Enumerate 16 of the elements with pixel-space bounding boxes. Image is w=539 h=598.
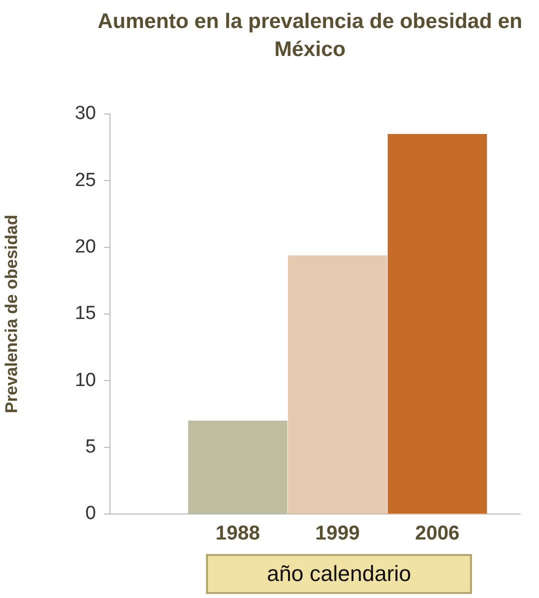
chart-title: Aumento en la prevalencia de obesidad en México	[96, 9, 524, 63]
x-tick-label: 1988	[216, 522, 260, 545]
y-tick-label: 30	[74, 103, 96, 124]
y-tick-label: 10	[74, 370, 96, 391]
y-axis-title: Prevalencia de obesidad	[2, 214, 21, 414]
x-tick-label: 2006	[415, 522, 460, 545]
x-tick-label: 1999	[315, 522, 360, 545]
y-tick-label: 0	[85, 503, 96, 524]
y-tick-label: 20	[74, 236, 96, 258]
y-tick-label: 5	[85, 436, 96, 458]
bar	[188, 420, 288, 514]
bar	[388, 134, 487, 514]
y-tick-label: 15	[74, 303, 96, 324]
bar	[288, 255, 388, 514]
y-tick-label: 25	[74, 170, 96, 191]
x-axis-title: año calendario	[206, 554, 472, 594]
